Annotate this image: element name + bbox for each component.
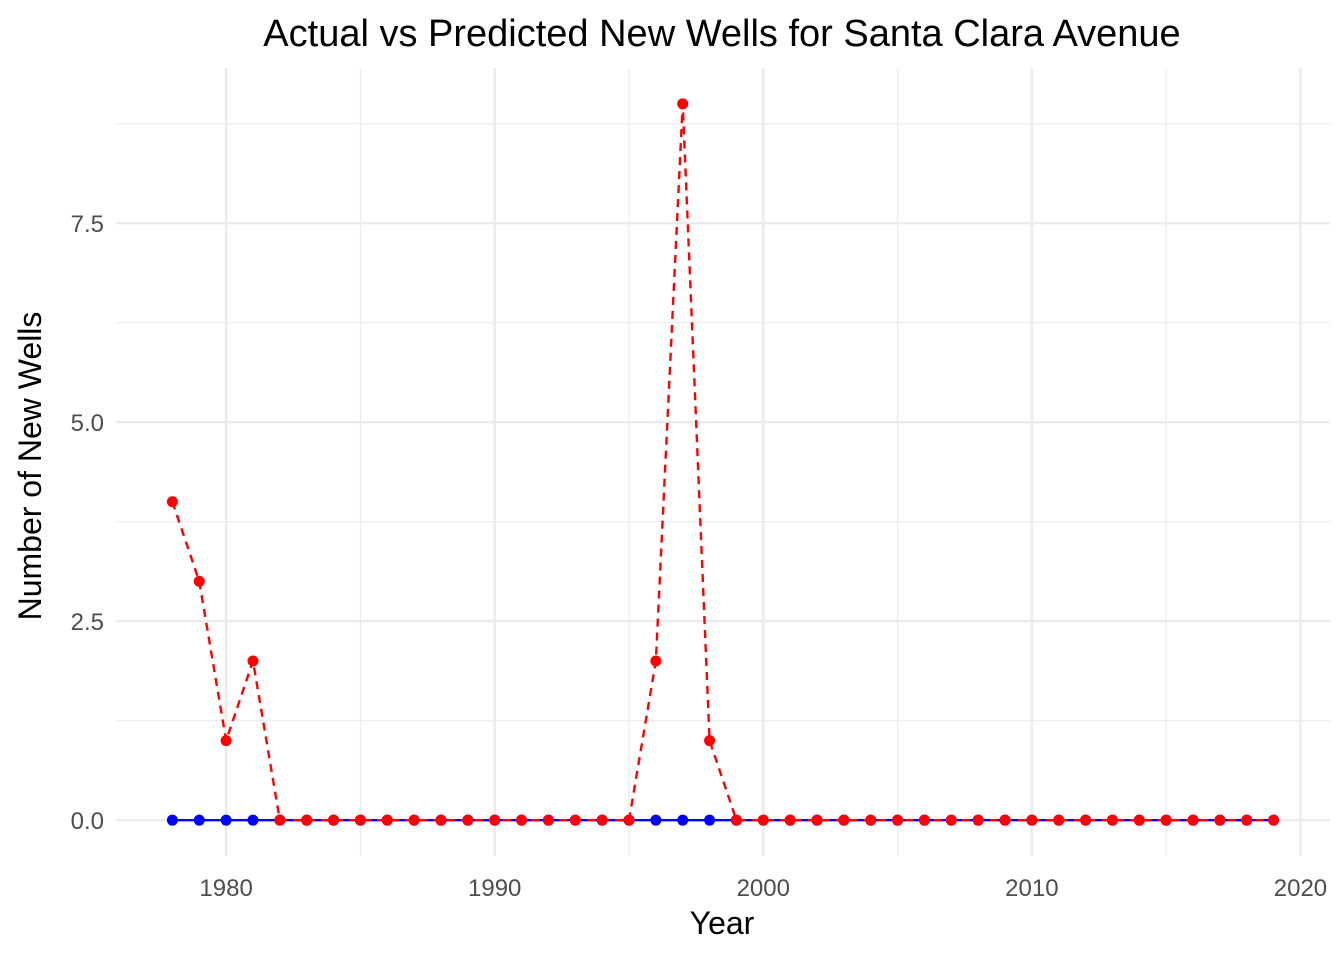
series-2-point — [1106, 814, 1118, 826]
chart-title: Actual vs Predicted New Wells for Santa … — [263, 13, 1180, 55]
series-2-point — [220, 735, 232, 747]
series-2-point — [1026, 814, 1038, 826]
series-2-point — [918, 814, 930, 826]
x-tick-label: 1990 — [468, 875, 521, 902]
x-tick-label: 2010 — [1005, 875, 1058, 902]
series-2-point — [435, 814, 447, 826]
y-tick-label: 0.0 — [71, 808, 104, 835]
x-tick-label: 2020 — [1274, 875, 1327, 902]
x-tick-label: 2000 — [737, 875, 790, 902]
series-2-point — [1053, 814, 1065, 826]
series-2-point — [569, 814, 581, 826]
series-2-point — [193, 575, 205, 587]
series-2-point — [516, 814, 528, 826]
x-tick-label: 1980 — [199, 875, 252, 902]
series-2-point — [1133, 814, 1145, 826]
series-2-point — [274, 814, 286, 826]
series-2-point — [1080, 814, 1092, 826]
grid-major — [116, 68, 1330, 856]
series-2-point — [489, 814, 501, 826]
series-2-point — [623, 814, 635, 826]
series-2-point — [1160, 814, 1172, 826]
series-2-point — [811, 814, 823, 826]
series-1-point — [166, 814, 178, 826]
series-2-point — [542, 814, 554, 826]
series-2-point — [1214, 814, 1226, 826]
series-2-point — [301, 814, 313, 826]
series-2-point — [1187, 814, 1199, 826]
series-1-point — [193, 814, 205, 826]
x-tick-labels: 1980 1990 2000 2010 2020 — [199, 875, 1327, 902]
series-2-line — [171, 102, 1274, 822]
series-2-point — [972, 814, 984, 826]
series-2-point — [354, 814, 366, 826]
series-2-point — [784, 814, 796, 826]
series-2-point — [328, 814, 340, 826]
series-2-point — [166, 496, 178, 508]
series-1-point — [704, 814, 716, 826]
y-tick-labels: 0.0 2.5 5.0 7.5 — [71, 211, 104, 835]
series-2-point — [1268, 814, 1280, 826]
y-tick-label: 2.5 — [71, 609, 104, 636]
y-axis-title: Number of New Wells — [12, 312, 48, 621]
grid-minor — [116, 68, 1330, 856]
y-tick-label: 5.0 — [71, 410, 104, 437]
series-2-point — [1241, 814, 1253, 826]
series-2-point — [704, 735, 716, 747]
series-2-point — [730, 814, 742, 826]
series-2-point — [381, 814, 393, 826]
series-2-point — [247, 655, 259, 667]
series-layer — [166, 98, 1280, 826]
series-2-point — [462, 814, 474, 826]
y-tick-label: 7.5 — [71, 211, 104, 238]
series-2-point — [999, 814, 1011, 826]
series-1-point — [677, 814, 689, 826]
series-2-point — [757, 814, 769, 826]
series-2-point — [838, 814, 850, 826]
x-axis-title: Year — [690, 905, 755, 941]
series-2-point — [650, 655, 662, 667]
series-2-point — [596, 814, 608, 826]
series-1-point — [220, 814, 232, 826]
series-2-point — [408, 814, 420, 826]
series-1-point — [247, 814, 259, 826]
series-2-point — [892, 814, 904, 826]
series-1-point — [650, 814, 662, 826]
series-2-point — [677, 98, 689, 110]
series-2-point — [865, 814, 877, 826]
series-2-point — [945, 814, 957, 826]
